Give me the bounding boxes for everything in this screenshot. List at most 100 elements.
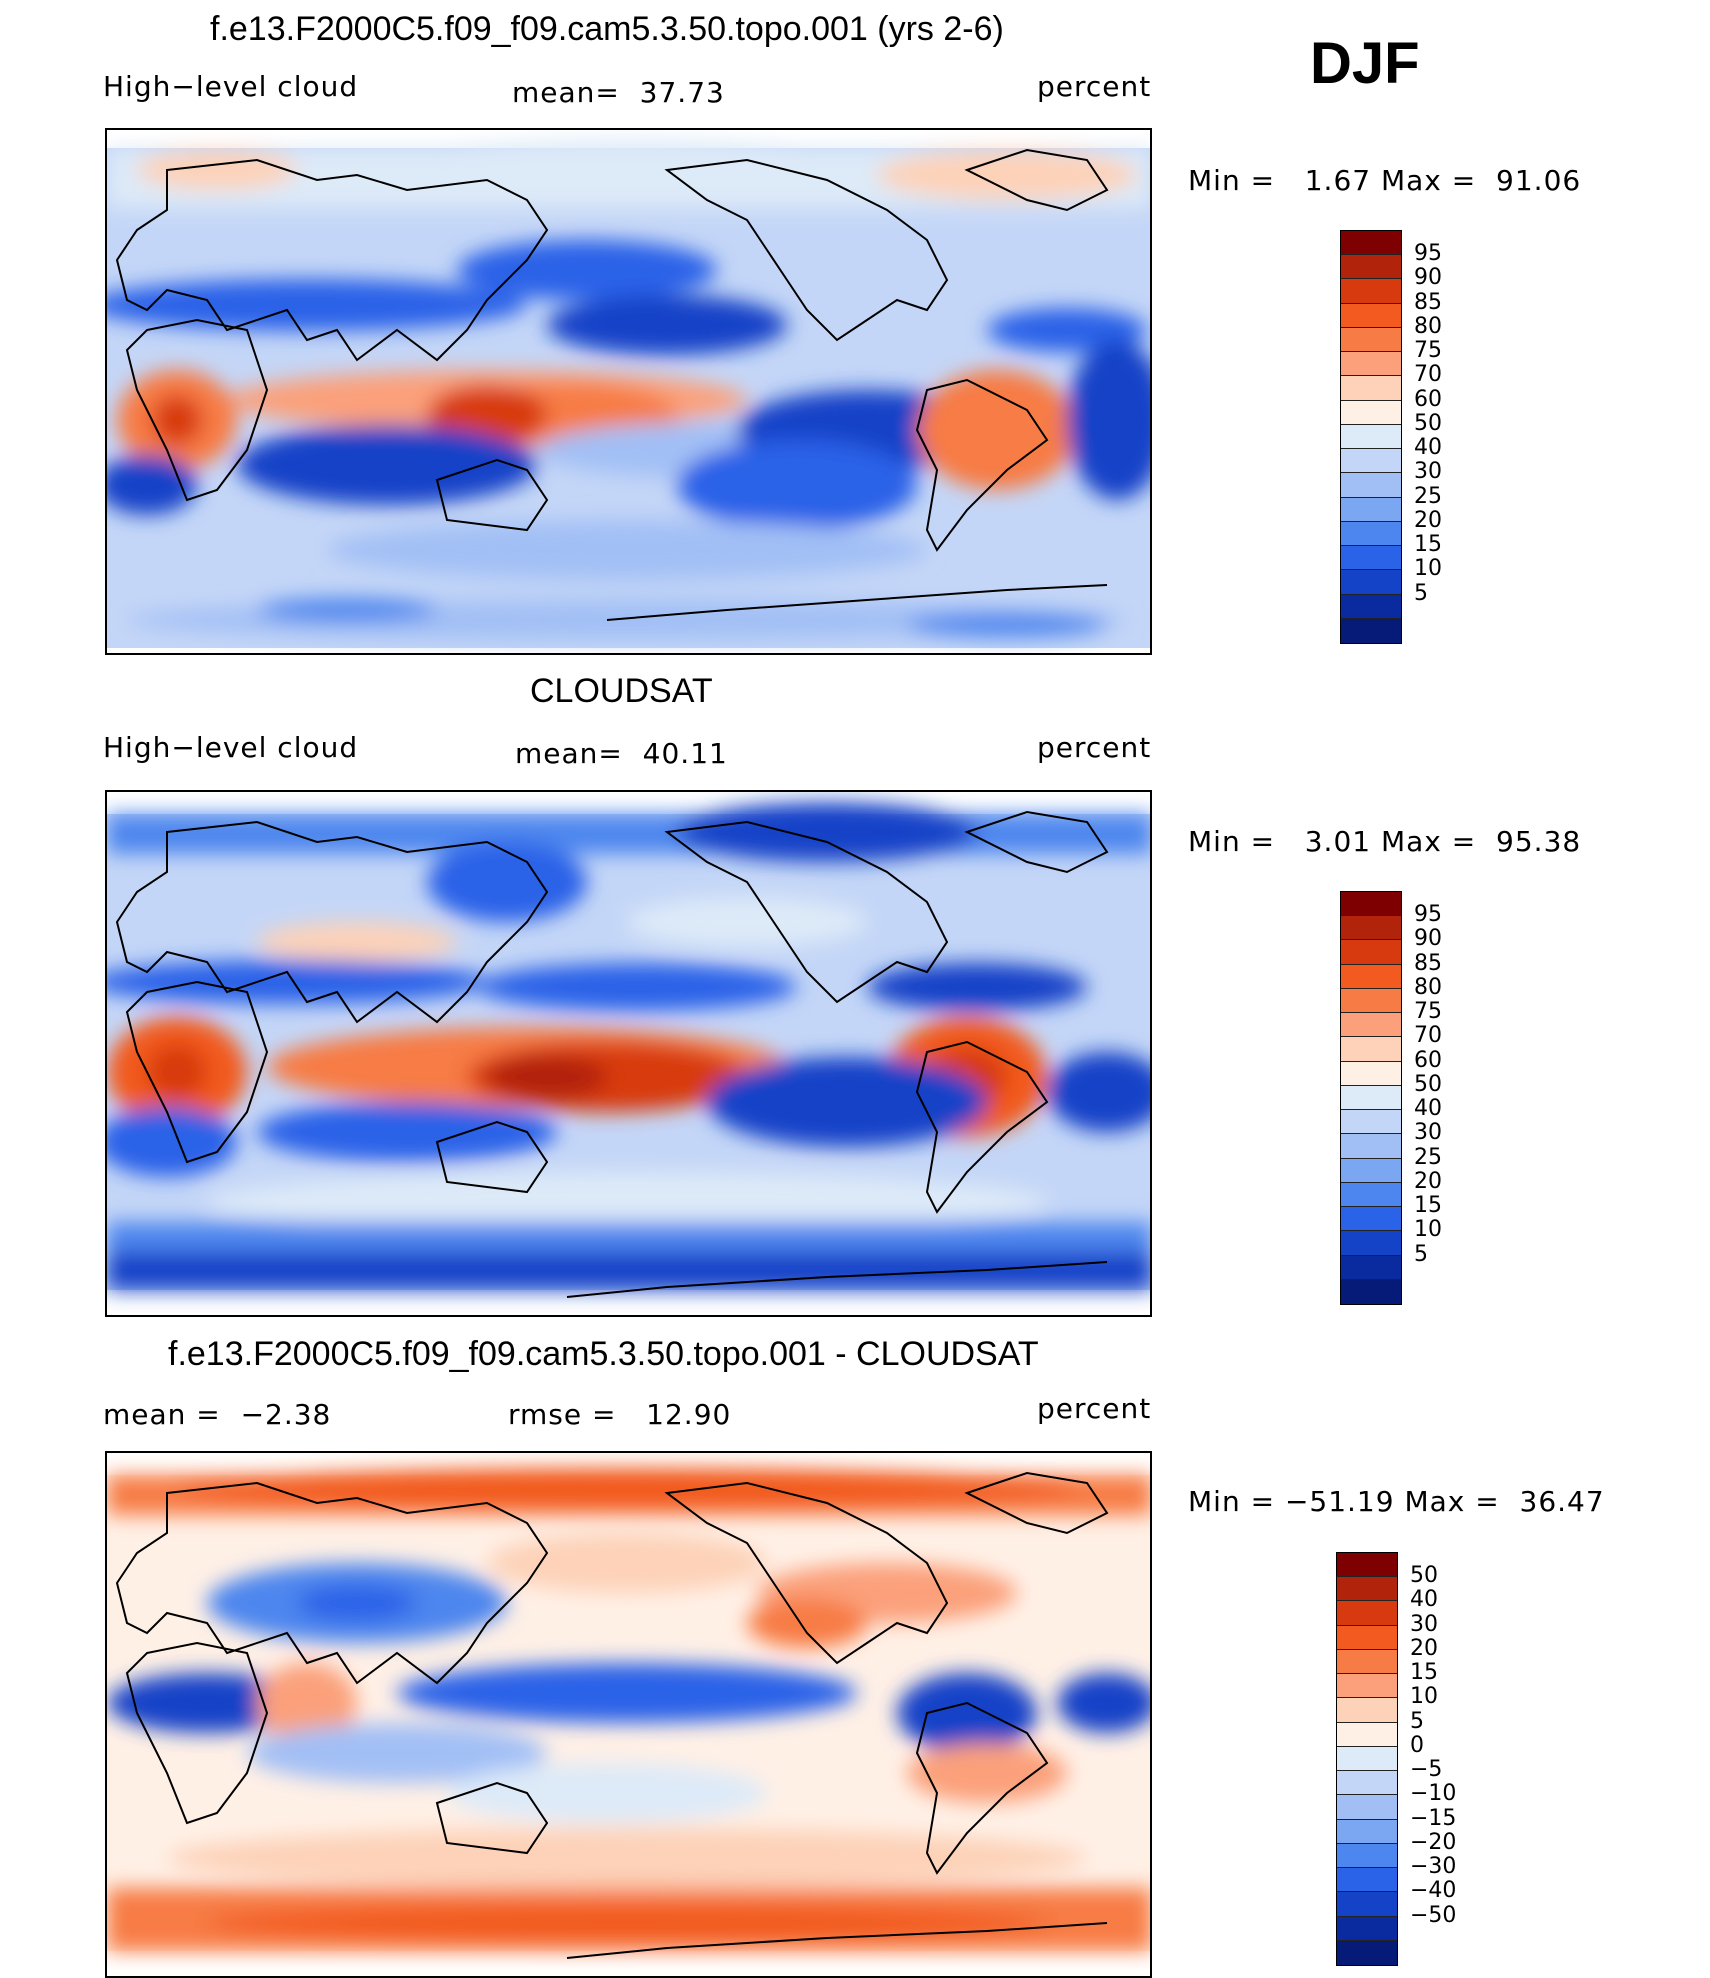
colorbar-tick-label: −10 <box>1410 1781 1457 1807</box>
colorbar-tick-label: 60 <box>1414 386 1442 412</box>
colorbar-tick-label: 0 <box>1410 1732 1424 1758</box>
panel-2-mean-label: mean= 40.11 <box>515 737 728 770</box>
colorbar-swatch <box>1341 1207 1401 1232</box>
colorbar-swatch <box>1341 1231 1401 1256</box>
colorbar-swatch <box>1341 473 1401 498</box>
colorbar-swatch <box>1341 618 1401 643</box>
colorbar-tick-label: 40 <box>1414 435 1442 461</box>
colorbar-tick-label: 15 <box>1410 1660 1438 1686</box>
panel-1-colorbar <box>1340 230 1402 644</box>
colorbar-swatch <box>1341 1279 1401 1304</box>
colorbar-tick-label: 50 <box>1414 1071 1442 1097</box>
colorbar-swatch <box>1341 916 1401 941</box>
colorbar-tick-label: 20 <box>1414 1168 1442 1194</box>
colorbar-tick-label: 15 <box>1414 532 1442 558</box>
colorbar-tick-label: 95 <box>1414 241 1442 267</box>
colorbar-swatch <box>1337 1601 1397 1626</box>
colorbar-tick-label: 50 <box>1410 1563 1438 1589</box>
colorbar-swatch <box>1337 1819 1397 1844</box>
colorbar-swatch <box>1341 1085 1401 1111</box>
colorbar-swatch <box>1341 964 1401 989</box>
colorbar-swatch <box>1341 570 1401 595</box>
panel-3-colorbar <box>1336 1552 1398 1966</box>
colorbar-tick-label: 80 <box>1414 313 1442 339</box>
season-label: DJF <box>1310 31 1420 96</box>
colorbar-swatch <box>1341 1182 1401 1208</box>
colorbar-swatch <box>1341 231 1401 256</box>
panel-1-map <box>105 128 1152 655</box>
panel-2-colorbar <box>1340 891 1402 1305</box>
panel-2-units-label: percent <box>1037 731 1152 764</box>
colorbar-tick-label: 70 <box>1414 362 1442 388</box>
colorbar-swatch <box>1337 1625 1397 1650</box>
colorbar-swatch <box>1337 1843 1397 1869</box>
colorbar-tick-label: 20 <box>1410 1635 1438 1661</box>
colorbar-tick-label: 30 <box>1414 1120 1442 1146</box>
colorbar-tick-label: 10 <box>1414 1217 1442 1243</box>
panel-3-minmax-label: Min = −51.19 Max = 36.47 <box>1188 1485 1605 1518</box>
colorbar-tick-label: 90 <box>1414 265 1442 291</box>
colorbar-swatch <box>1337 1553 1397 1578</box>
colorbar-tick-label: 80 <box>1414 974 1442 1000</box>
colorbar-swatch <box>1341 255 1401 280</box>
colorbar-tick-label: 25 <box>1414 1144 1442 1170</box>
colorbar-tick-label: 40 <box>1410 1587 1438 1613</box>
panel-1-units-label: percent <box>1037 70 1152 103</box>
panel-3-units-label: percent <box>1037 1392 1152 1425</box>
colorbar-tick-label: 30 <box>1410 1611 1438 1637</box>
colorbar-tick-label: 30 <box>1414 459 1442 485</box>
colorbar-swatch <box>1337 1674 1397 1699</box>
panel-2-minmax-label: Min = 3.01 Max = 95.38 <box>1188 825 1582 858</box>
colorbar-tick-label: 15 <box>1414 1193 1442 1219</box>
colorbar-tick-label: 75 <box>1414 338 1442 364</box>
colorbar-tick-label: 10 <box>1414 556 1442 582</box>
colorbar-swatch <box>1341 327 1401 353</box>
colorbar-tick-label: 5 <box>1414 1241 1428 1267</box>
panel-2-variable-label: High−level cloud <box>103 731 359 764</box>
colorbar-tick-label: 60 <box>1414 1047 1442 1073</box>
panel-1-variable-label: High−level cloud <box>103 70 359 103</box>
colorbar-tick-label: 95 <box>1414 902 1442 928</box>
panel-3-title: f.e13.F2000C5.f09_f09.cam5.3.50.topo.001… <box>168 1335 1039 1373</box>
colorbar-swatch <box>1341 594 1401 619</box>
colorbar-tick-label: −30 <box>1410 1854 1457 1880</box>
colorbar-swatch <box>1341 449 1401 474</box>
panel-3-rmse-label: rmse = 12.90 <box>508 1398 732 1431</box>
colorbar-swatch <box>1341 1255 1401 1280</box>
panel-3-map <box>105 1451 1152 1978</box>
colorbar-swatch <box>1341 1061 1401 1086</box>
colorbar-swatch <box>1337 1868 1397 1893</box>
colorbar-tick-label: −5 <box>1410 1757 1443 1783</box>
panel-2-map <box>105 790 1152 1317</box>
colorbar-swatch <box>1341 400 1401 425</box>
panel-1-mean-label: mean= 37.73 <box>512 76 725 109</box>
colorbar-tick-label: −40 <box>1410 1878 1457 1904</box>
panel-3-contour-field <box>107 1468 1150 1959</box>
colorbar-swatch <box>1337 1577 1397 1602</box>
colorbar-tick-label: 50 <box>1414 410 1442 436</box>
colorbar-swatch <box>1341 376 1401 401</box>
colorbar-swatch <box>1337 1722 1397 1747</box>
panel-1-contour-field <box>107 140 1150 648</box>
colorbar-swatch <box>1341 988 1401 1014</box>
colorbar-swatch <box>1341 521 1401 547</box>
colorbar-swatch <box>1341 1013 1401 1038</box>
colorbar-swatch <box>1341 352 1401 377</box>
colorbar-tick-label: 90 <box>1414 926 1442 952</box>
panel-3-mean-label: mean = −2.38 <box>103 1398 332 1431</box>
panel-2-title: CLOUDSAT <box>530 672 713 710</box>
colorbar-tick-label: 25 <box>1414 483 1442 509</box>
colorbar-swatch <box>1337 1916 1397 1941</box>
colorbar-tick-label: −50 <box>1410 1902 1457 1928</box>
colorbar-tick-label: 5 <box>1410 1708 1424 1734</box>
colorbar-tick-label: 75 <box>1414 999 1442 1025</box>
colorbar-swatch <box>1341 497 1401 522</box>
panel-1-minmax-label: Min = 1.67 Max = 91.06 <box>1188 164 1582 197</box>
colorbar-swatch <box>1341 1134 1401 1159</box>
colorbar-swatch <box>1341 940 1401 965</box>
colorbar-swatch <box>1337 1771 1397 1796</box>
colorbar-swatch <box>1341 279 1401 304</box>
colorbar-tick-label: 70 <box>1414 1023 1442 1049</box>
colorbar-swatch <box>1337 1746 1397 1772</box>
colorbar-tick-label: 85 <box>1414 950 1442 976</box>
